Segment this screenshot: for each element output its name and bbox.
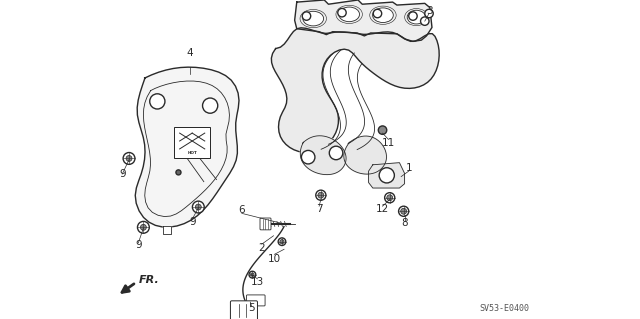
Polygon shape bbox=[135, 67, 239, 227]
Ellipse shape bbox=[303, 11, 324, 26]
Text: 9: 9 bbox=[189, 217, 196, 227]
Circle shape bbox=[176, 170, 181, 175]
Circle shape bbox=[318, 192, 324, 198]
Circle shape bbox=[249, 271, 256, 278]
Text: 3: 3 bbox=[426, 5, 433, 16]
Circle shape bbox=[280, 240, 284, 244]
Circle shape bbox=[378, 126, 387, 134]
Text: SV53-E0400: SV53-E0400 bbox=[479, 304, 529, 313]
Circle shape bbox=[425, 9, 433, 18]
Text: 11: 11 bbox=[382, 138, 395, 148]
Circle shape bbox=[420, 17, 429, 25]
Text: 6: 6 bbox=[239, 205, 245, 215]
Text: 7: 7 bbox=[316, 204, 323, 214]
Text: 8: 8 bbox=[401, 218, 408, 228]
Circle shape bbox=[251, 273, 254, 276]
Bar bbox=[174, 127, 210, 159]
Text: 12: 12 bbox=[376, 204, 389, 214]
Text: HOT: HOT bbox=[188, 151, 197, 155]
Circle shape bbox=[150, 94, 165, 109]
Text: 1: 1 bbox=[405, 163, 412, 173]
Circle shape bbox=[330, 146, 343, 160]
Circle shape bbox=[140, 224, 147, 230]
Circle shape bbox=[126, 155, 132, 161]
Text: 2: 2 bbox=[259, 243, 265, 253]
Text: 9: 9 bbox=[119, 169, 125, 179]
Ellipse shape bbox=[407, 10, 426, 24]
Circle shape bbox=[302, 12, 310, 20]
Circle shape bbox=[401, 208, 406, 214]
Polygon shape bbox=[294, 0, 432, 41]
Text: 4: 4 bbox=[186, 48, 193, 58]
Ellipse shape bbox=[372, 8, 394, 23]
Circle shape bbox=[387, 195, 393, 201]
Circle shape bbox=[316, 190, 326, 200]
Polygon shape bbox=[344, 136, 387, 174]
Circle shape bbox=[195, 204, 201, 210]
Polygon shape bbox=[369, 163, 404, 188]
Circle shape bbox=[278, 238, 286, 246]
Circle shape bbox=[379, 168, 394, 183]
FancyBboxPatch shape bbox=[246, 295, 265, 306]
Circle shape bbox=[385, 193, 395, 203]
Circle shape bbox=[409, 12, 417, 20]
Circle shape bbox=[123, 152, 135, 164]
Text: 10: 10 bbox=[268, 254, 281, 263]
Ellipse shape bbox=[339, 7, 360, 22]
Circle shape bbox=[193, 201, 204, 213]
FancyBboxPatch shape bbox=[230, 301, 257, 319]
Polygon shape bbox=[271, 28, 439, 152]
Text: FR.: FR. bbox=[139, 275, 160, 285]
Text: 5: 5 bbox=[248, 303, 255, 314]
Text: 9: 9 bbox=[135, 240, 141, 250]
Circle shape bbox=[373, 9, 381, 18]
Circle shape bbox=[202, 98, 218, 113]
FancyBboxPatch shape bbox=[260, 218, 271, 230]
Circle shape bbox=[138, 221, 149, 233]
Text: 13: 13 bbox=[251, 277, 264, 287]
Circle shape bbox=[338, 8, 346, 17]
Polygon shape bbox=[300, 136, 346, 174]
Polygon shape bbox=[163, 226, 172, 234]
Circle shape bbox=[399, 206, 409, 216]
Circle shape bbox=[301, 151, 315, 164]
